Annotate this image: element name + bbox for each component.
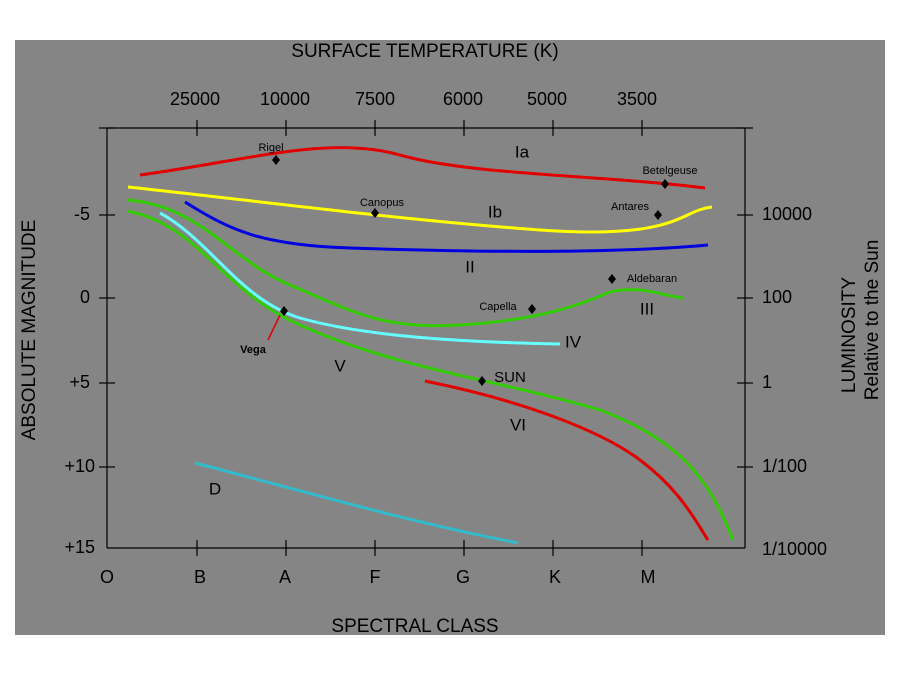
top-label: 3500 [617,89,657,109]
star-label: Canopus [360,197,405,209]
class-label: III [640,299,654,318]
right-label: 10000 [762,204,812,224]
left-label: 0 [80,287,90,307]
class-label: Ib [488,202,502,221]
top-label: 7500 [355,89,395,109]
star-label: SUN [494,369,526,386]
right-axis-title: LUMINOSITY [839,277,860,393]
right-label: 100 [762,287,792,307]
star-dots [272,155,669,386]
top-label: 25000 [170,89,220,109]
right-axis-subtitle: Relative to the Sun [862,240,883,401]
star-label: Rigel [258,142,283,154]
right-label: 1/10000 [762,539,827,559]
class-label: II [465,257,474,276]
class-label: VI [510,415,526,434]
left-label: +5 [69,372,90,392]
bottom-label: K [549,567,561,587]
bottom-label: F [370,567,381,587]
star-label: Capella [479,301,517,313]
star-label: Vega [240,344,267,356]
bottom-axis-title: SPECTRAL CLASS [331,616,498,637]
bottom-label: B [194,567,206,587]
right-label: 1 [762,372,772,392]
bottom-label: A [279,567,291,587]
left-axis-title: ABSOLUTE MAGNITUDE [19,220,40,441]
curves [126,146,735,545]
bottom-label: G [456,567,470,587]
top-axis-title: SURFACE TEMPERATURE (K) [291,41,558,62]
background [15,40,885,635]
star-label: Aldebaran [627,273,677,285]
bottom-label: M [641,567,656,587]
star-label: Antares [611,201,649,213]
bottom-label: O [100,567,114,587]
left-label: -5 [74,204,90,224]
left-label: +10 [64,456,95,476]
class-label: IV [565,332,582,351]
star-label: Betelgeuse [642,165,697,177]
left-label: +15 [64,537,95,557]
top-label: 10000 [260,89,310,109]
right-label: 1/100 [762,456,807,476]
axes [99,120,753,556]
class-label: D [209,479,221,498]
top-label: 6000 [443,89,483,109]
top-label: 5000 [527,89,567,109]
class-label: Ia [515,142,530,161]
class-label: V [334,356,346,375]
